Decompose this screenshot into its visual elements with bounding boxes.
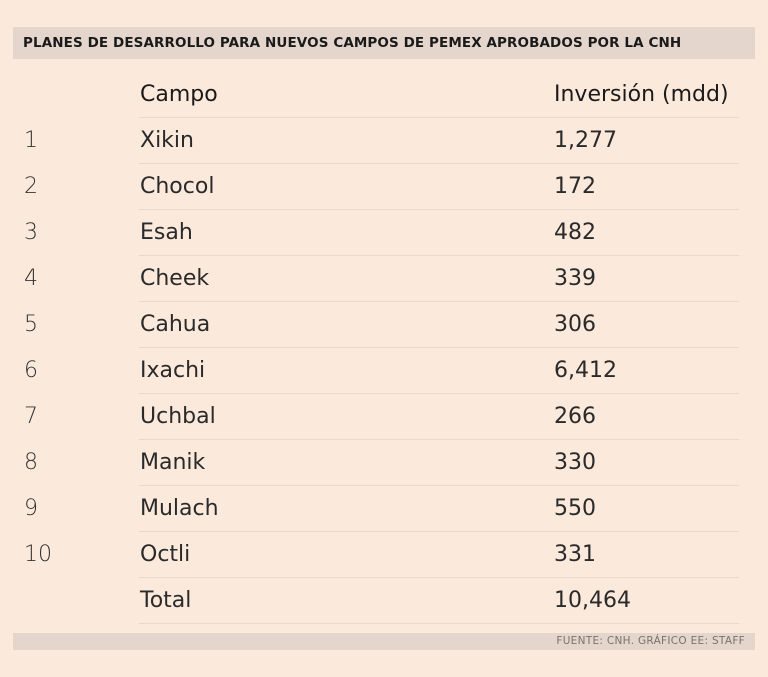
footer-bar: FUENTE: CNH. GRÁFICO EE: STAFF: [13, 633, 755, 650]
row-number: 3: [24, 220, 38, 245]
inversion-value: 1,277: [554, 128, 617, 153]
row-separator: [139, 577, 739, 578]
campo-name: Manik: [140, 450, 206, 475]
campo-name: Esah: [140, 220, 193, 245]
row-number: 10: [24, 542, 52, 567]
table-row: 4 Cheek 339: [0, 256, 768, 302]
inversion-value: 266: [554, 404, 596, 429]
title-bar: PLANES DE DESARROLLO PARA NUEVOS CAMPOS …: [13, 27, 755, 59]
row-number: 8: [24, 450, 38, 475]
inversion-value: 172: [554, 174, 596, 199]
table-row: 2 Chocol 172: [0, 164, 768, 210]
campo-name: Uchbal: [140, 404, 216, 429]
row-separator: [139, 623, 739, 624]
row-separator: [139, 485, 739, 486]
row-separator: [139, 439, 739, 440]
row-separator: [139, 301, 739, 302]
row-separator: [139, 255, 739, 256]
row-separator: [139, 209, 739, 210]
row-number: 1: [24, 128, 38, 153]
column-header-campo: Campo: [140, 82, 218, 107]
table-row: 3 Esah 482: [0, 210, 768, 256]
table-row: 6 Ixachi 6,412: [0, 348, 768, 394]
total-row: Total 10,464: [0, 578, 768, 624]
row-separator: [139, 393, 739, 394]
table-header: Campo Inversión (mdd): [0, 72, 768, 118]
row-number: 7: [24, 404, 38, 429]
campo-name: Xikin: [140, 128, 194, 153]
chart-title: PLANES DE DESARROLLO PARA NUEVOS CAMPOS …: [23, 35, 682, 51]
inversion-value: 550: [554, 496, 596, 521]
table-row: 1 Xikin 1,277: [0, 118, 768, 164]
row-number: 9: [24, 496, 38, 521]
campo-name: Cahua: [140, 312, 211, 337]
table-row: 10 Octli 331: [0, 532, 768, 578]
total-value: 10,464: [554, 588, 631, 613]
table-row: 5 Cahua 306: [0, 302, 768, 348]
campo-name: Octli: [140, 542, 191, 567]
table-row: 7 Uchbal 266: [0, 394, 768, 440]
inversion-value: 482: [554, 220, 596, 245]
inversion-value: 331: [554, 542, 596, 567]
campo-name: Mulach: [140, 496, 219, 521]
inversion-value: 6,412: [554, 358, 617, 383]
row-number: 5: [24, 312, 38, 337]
source-credit: FUENTE: CNH. GRÁFICO EE: STAFF: [556, 635, 745, 647]
inversion-value: 330: [554, 450, 596, 475]
row-separator: [139, 531, 739, 532]
column-header-inversion: Inversión (mdd): [554, 82, 729, 107]
campo-name: Chocol: [140, 174, 215, 199]
table-row: 9 Mulach 550: [0, 486, 768, 532]
row-number: 2: [24, 174, 38, 199]
table-row: 8 Manik 330: [0, 440, 768, 486]
inversion-value: 306: [554, 312, 596, 337]
row-separator: [139, 163, 739, 164]
row-number: 4: [24, 266, 38, 291]
row-number: 6: [24, 358, 38, 383]
total-label: Total: [140, 588, 192, 613]
row-separator: [139, 117, 739, 118]
campo-name: Ixachi: [140, 358, 206, 383]
row-separator: [139, 347, 739, 348]
campo-name: Cheek: [140, 266, 210, 291]
inversion-value: 339: [554, 266, 596, 291]
